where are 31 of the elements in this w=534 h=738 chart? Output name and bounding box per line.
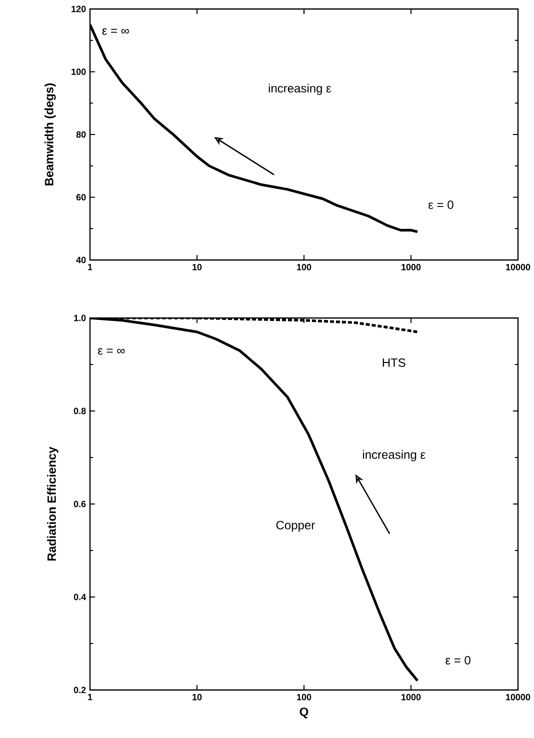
x-tick-label: 10000 [506,694,530,700]
annotation: ε = ∞ [98,348,125,355]
annotation: increasing ε [268,84,332,95]
x-tick-label: 10 [192,264,202,270]
x-tick-label: 10000 [506,264,530,270]
x-tick-label: 100 [297,264,312,270]
y-tick-label: 60 [76,194,86,200]
x-tick-label: 1000 [402,694,421,700]
annotation: ε = 0 [428,200,454,210]
y-tick-label: 120 [72,6,86,12]
y-tick-label: 0.8 [74,408,86,414]
y-axis-title: Radiation Efficiency [47,446,58,561]
annotation: increasing ε [363,450,426,462]
x-tick-label: 1 [88,264,92,270]
y-tick-label: 0.4 [74,594,86,600]
y-tick-label: 100 [72,68,86,75]
annotation: ε = 0 [446,656,471,664]
x-tick-label: 1000 [402,264,421,270]
x-tick-label: 100 [297,694,312,700]
y-tick-label: 0.6 [74,500,86,508]
y-tick-label: 80 [76,131,86,138]
x-axis-title: Q [300,708,308,718]
annotation: Copper [276,520,315,532]
annotation: HTS [382,358,406,367]
x-tick-label: 10 [192,694,202,700]
y-tick-label: 0.2 [74,686,86,694]
y-axis-title: Beamwidth (degs) [44,83,56,186]
x-tick-label: 1 [88,694,92,700]
annotation: ε = ∞ [102,28,130,35]
y-tick-label: 40 [76,256,86,264]
y-tick-label: 1.0 [74,314,86,322]
